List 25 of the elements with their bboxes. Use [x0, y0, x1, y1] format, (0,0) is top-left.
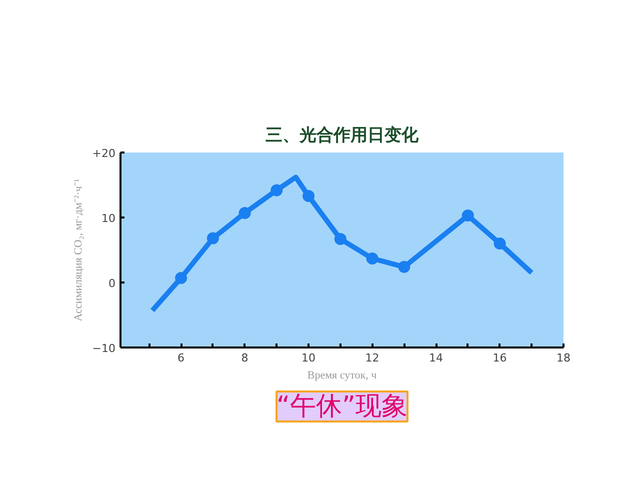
x-tick-label: 14	[429, 352, 444, 364]
x-tick-label: 6	[178, 352, 185, 364]
x-tick-label: 16	[492, 352, 507, 364]
point	[334, 232, 346, 245]
point	[462, 210, 474, 222]
point	[175, 272, 188, 284]
text: “午休”现象	[276, 392, 408, 422]
x-tick-label: 8	[241, 352, 248, 364]
x-tick-label: 10	[302, 352, 316, 364]
y-tick-label: 0	[108, 277, 116, 290]
point	[366, 252, 378, 264]
point	[238, 206, 251, 219]
x-tick-label: 12	[365, 352, 380, 364]
point	[398, 260, 410, 273]
x-tick-label: 18	[556, 352, 570, 364]
chart-title: 三、光合作用日变化	[266, 126, 420, 146]
y-tick-label: +20	[92, 147, 116, 160]
point	[302, 190, 315, 202]
x-axis-title: Время суток, ч	[307, 370, 378, 382]
y-tick-label: −10	[92, 342, 116, 355]
y-tick-label: 10	[102, 212, 116, 225]
point	[206, 232, 219, 244]
point	[494, 238, 506, 250]
y-axis-title: Ассимиляция CO₂, мг·дм⁻²·ч⁻¹	[72, 178, 84, 322]
point	[270, 184, 283, 196]
